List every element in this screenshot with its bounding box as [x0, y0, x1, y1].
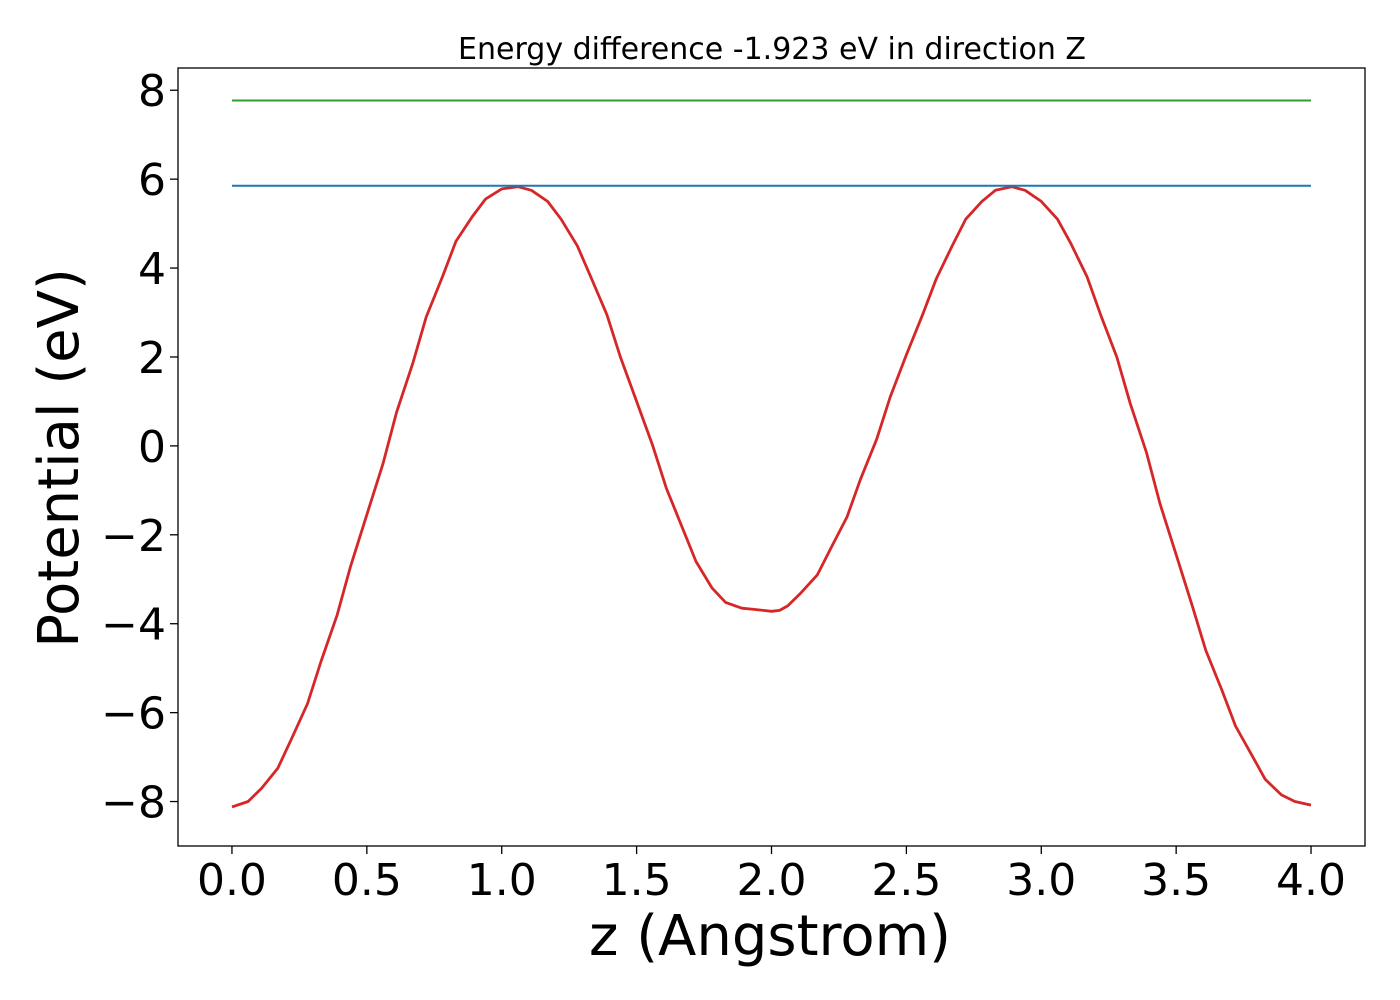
y-axis-ticks: 8 6 4 2 0 −2 −4 −6 −8 — [101, 66, 178, 829]
y-tick-label: 8 — [138, 66, 166, 117]
x-axis-label: z (Angstrom) — [589, 904, 951, 969]
x-tick-label: 2.0 — [737, 855, 807, 906]
x-tick-label: 1.0 — [467, 855, 537, 906]
y-tick-label: −6 — [101, 689, 166, 740]
chart-title: Energy difference -1.923 eV in direction… — [458, 32, 1086, 67]
y-tick-label: 2 — [138, 333, 166, 384]
x-tick-label: 1.5 — [602, 855, 672, 906]
x-tick-label: 2.5 — [871, 855, 941, 906]
x-axis-ticks: 0.0 0.5 1.0 1.5 2.0 2.5 3.0 3.5 4.0 — [197, 846, 1346, 906]
x-tick-label: 3.0 — [1006, 855, 1076, 906]
y-axis-label: Potential (eV) — [27, 268, 92, 648]
y-tick-label: −8 — [101, 778, 166, 829]
y-tick-label: −4 — [101, 600, 166, 651]
x-tick-label: 4.0 — [1276, 855, 1346, 906]
series-layer — [231, 99, 1312, 809]
y-tick-label: −2 — [101, 511, 166, 562]
series-line-0 — [231, 185, 1312, 809]
x-tick-label: 3.5 — [1141, 855, 1211, 906]
x-tick-label: 0.0 — [197, 855, 267, 906]
y-tick-label: 6 — [138, 155, 166, 206]
x-tick-label: 0.5 — [332, 855, 402, 906]
y-tick-label: 4 — [138, 244, 166, 295]
y-tick-label: 0 — [138, 422, 166, 473]
